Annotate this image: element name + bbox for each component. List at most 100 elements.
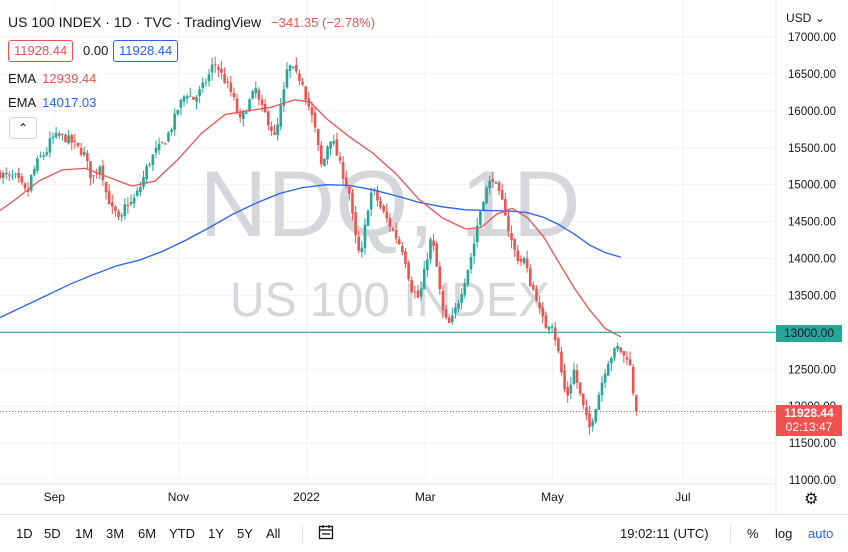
candle-body — [547, 326, 551, 331]
candle-body — [329, 141, 332, 149]
candle-body — [560, 351, 563, 373]
candle-body — [67, 135, 70, 144]
collapse-legend-button[interactable]: ⌃ — [9, 117, 37, 139]
candle-body — [151, 154, 155, 165]
timeframe-1m[interactable]: 1M — [75, 526, 94, 541]
candle-body — [164, 143, 167, 145]
candle-body — [132, 197, 136, 204]
candle-body — [123, 204, 127, 217]
indicator-ema-slow[interactable]: EMA 14017.03 — [8, 95, 96, 110]
timeframe-3m[interactable]: 3M — [106, 526, 125, 541]
auto-scale-toggle[interactable]: auto — [808, 526, 834, 541]
candle-body — [154, 147, 158, 153]
candle-body — [79, 148, 83, 155]
candle-body — [619, 347, 623, 352]
candle-body — [188, 95, 192, 97]
candle-body — [304, 86, 307, 100]
candle-body — [344, 177, 348, 186]
candle-body — [17, 172, 21, 179]
ask-price-box[interactable]: 11928.44 — [113, 40, 179, 62]
candle-body — [332, 141, 336, 144]
log-scale-toggle[interactable]: log — [775, 526, 793, 541]
candle-body — [491, 179, 495, 182]
calendar-range-icon[interactable] — [318, 524, 334, 543]
toolbar-divider — [302, 525, 303, 543]
candle-body — [606, 364, 610, 376]
timeframe-all[interactable]: All — [266, 526, 281, 541]
candle-body — [223, 73, 226, 84]
candle-body — [401, 245, 404, 253]
candle-body — [594, 409, 598, 422]
symbol-title[interactable]: US 100 INDEX · 1D · TVC · TradingView — [8, 14, 262, 30]
candle-body — [1, 173, 5, 178]
candle-body — [566, 387, 569, 396]
candle-body — [472, 243, 476, 257]
candle-body — [469, 257, 473, 270]
candle-body — [232, 93, 236, 98]
candle-body — [585, 407, 588, 415]
candle-body — [519, 259, 523, 262]
timeframe-6m[interactable]: 6M — [138, 526, 157, 541]
timeframe-5d[interactable]: 5D — [44, 526, 61, 541]
candle-body — [282, 89, 286, 106]
candle-body — [157, 143, 161, 150]
candle-body — [135, 190, 139, 196]
candle-body — [33, 168, 36, 175]
percent-scale-toggle[interactable]: % — [747, 526, 759, 541]
candle-body — [394, 229, 398, 239]
time-axis[interactable]: Sep Nov 2022 Mar May Jul — [44, 490, 691, 504]
ema-fast-line — [0, 99, 622, 338]
candle-body — [0, 171, 2, 179]
indicator-ema-fast[interactable]: EMA 12939.44 — [8, 71, 96, 86]
candle-body — [522, 257, 526, 264]
candle-body — [114, 206, 117, 211]
symbol-header[interactable]: US 100 INDEX · 1D · TVC · TradingView −3… — [8, 14, 375, 30]
candle-body — [513, 239, 516, 250]
timeframe-ytd[interactable]: YTD — [169, 526, 195, 541]
candle-body — [20, 176, 24, 183]
last-price-tag: 11928.44 02:13:47 — [776, 405, 842, 436]
chevron-down-icon: ⌄ — [814, 11, 825, 25]
candle-body — [351, 192, 354, 214]
candle-body — [525, 258, 529, 269]
candle-body — [635, 395, 638, 412]
chart-grid — [0, 0, 776, 484]
candle-body — [295, 65, 298, 72]
candle-body — [319, 145, 323, 165]
timeframe-5y[interactable]: 5Y — [237, 526, 253, 541]
candle-series — [0, 56, 638, 435]
candle-body — [104, 182, 108, 193]
candle-body — [610, 358, 613, 364]
candle-body — [248, 99, 251, 111]
candle-body — [544, 315, 548, 329]
gear-icon[interactable]: ⚙ — [804, 491, 819, 508]
bid-price-box[interactable]: 11928.44 — [8, 40, 74, 62]
timeframe-1d[interactable]: 1D — [16, 526, 33, 541]
candle-body — [257, 89, 261, 100]
timeframe-1y[interactable]: 1Y — [208, 526, 224, 541]
currency-selector[interactable]: USD ⌄ — [786, 11, 825, 25]
candle-body — [323, 158, 326, 166]
bottom-toolbar: 1D 5D 1M 3M 6M YTD 1Y 5Y All 19:02:11 (U… — [0, 514, 848, 552]
candle-body — [273, 132, 276, 135]
candle-body — [504, 199, 507, 216]
candle-body — [385, 211, 389, 219]
candle-body — [70, 134, 74, 143]
candle-body — [397, 239, 401, 244]
candle-body — [210, 64, 214, 73]
candle-body — [64, 134, 67, 143]
spread-value: 0.00 — [83, 43, 109, 58]
utc-clock[interactable]: 19:02:11 (UTC) — [620, 526, 709, 541]
candle-body — [507, 215, 510, 232]
candle-body — [48, 138, 52, 153]
candle-body — [204, 82, 208, 84]
time-tick-label: Jul — [675, 490, 690, 504]
candle-body — [201, 82, 205, 88]
candle-body — [73, 140, 77, 142]
candle-body — [528, 268, 532, 287]
candle-body — [500, 190, 504, 200]
candle-body — [563, 370, 566, 390]
candle-body — [117, 211, 120, 217]
candle-body — [86, 153, 89, 162]
